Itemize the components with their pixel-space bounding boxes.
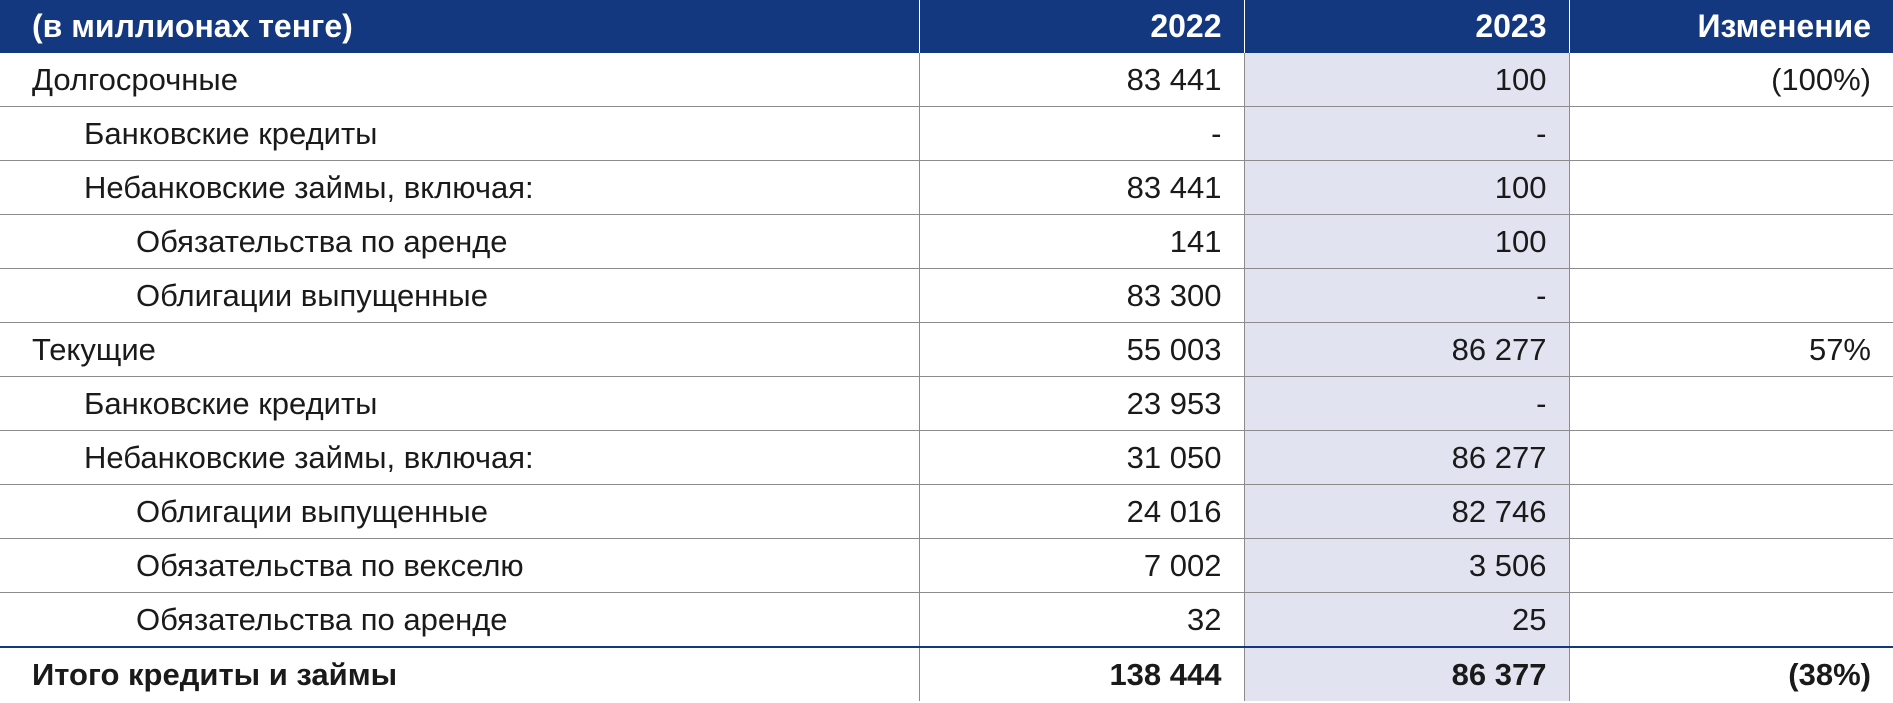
table-row: Облигации выпущенные 83 300 - <box>0 268 1893 323</box>
cell-change <box>1569 430 1893 485</box>
total-label: Итого кредиты и займы <box>0 646 920 701</box>
cell-change <box>1569 214 1893 269</box>
row-label: Долгосрочные <box>0 53 920 107</box>
cell-2023: 82 746 <box>1244 484 1570 539</box>
cell-change <box>1569 268 1893 323</box>
table-row: Облигации выпущенные 24 016 82 746 <box>0 484 1893 539</box>
cell-change <box>1569 538 1893 593</box>
table-row: Обязательства по векселю 7 002 3 506 <box>0 538 1893 593</box>
cell-2022: 83 441 <box>919 160 1245 215</box>
table-row: Небанковские займы, включая: 83 441 100 <box>0 160 1893 215</box>
cell-change <box>1569 376 1893 431</box>
cell-2022: 7 002 <box>919 538 1245 593</box>
total-2023: 86 377 <box>1244 646 1570 701</box>
header-row: (в миллионах тенге) 2022 2023 Изменение <box>0 0 1893 53</box>
cell-2023: - <box>1244 376 1570 431</box>
table-row: Небанковские займы, включая: 31 050 86 2… <box>0 430 1893 485</box>
cell-2022: 24 016 <box>919 484 1245 539</box>
cell-2022: 83 441 <box>919 53 1245 107</box>
cell-2022: 141 <box>919 214 1245 269</box>
table-row: Обязательства по аренде 141 100 <box>0 214 1893 269</box>
row-label: Обязательства по аренде <box>0 214 920 269</box>
header-change: Изменение <box>1569 0 1893 53</box>
cell-2023: - <box>1244 106 1570 161</box>
cell-change: 57% <box>1569 322 1893 377</box>
total-2022: 138 444 <box>919 646 1245 701</box>
cell-2023: 86 277 <box>1244 322 1570 377</box>
row-label: Небанковские займы, включая: <box>0 430 920 485</box>
cell-2022: 31 050 <box>919 430 1245 485</box>
row-label: Облигации выпущенные <box>0 268 920 323</box>
row-label: Банковские кредиты <box>0 376 920 431</box>
cell-2022: 83 300 <box>919 268 1245 323</box>
cell-change: (100%) <box>1569 53 1893 107</box>
cell-change <box>1569 484 1893 539</box>
cell-2023: 100 <box>1244 214 1570 269</box>
row-label: Обязательства по векселю <box>0 538 920 593</box>
cell-2023: 86 277 <box>1244 430 1570 485</box>
cell-2022: 23 953 <box>919 376 1245 431</box>
cell-change <box>1569 106 1893 161</box>
cell-2023: 3 506 <box>1244 538 1570 593</box>
cell-2022: 55 003 <box>919 322 1245 377</box>
cell-2023: 100 <box>1244 160 1570 215</box>
cell-2023: - <box>1244 268 1570 323</box>
cell-change <box>1569 592 1893 648</box>
table-row: Банковские кредиты 23 953 - <box>0 376 1893 431</box>
total-row: Итого кредиты и займы 138 444 86 377 (38… <box>0 646 1893 701</box>
cell-2023: 25 <box>1244 592 1570 648</box>
row-label: Небанковские займы, включая: <box>0 160 920 215</box>
header-2023: 2023 <box>1244 0 1570 53</box>
row-label: Текущие <box>0 322 920 377</box>
row-label: Банковские кредиты <box>0 106 920 161</box>
cell-2023: 100 <box>1244 53 1570 107</box>
row-label: Облигации выпущенные <box>0 484 920 539</box>
table-row: Банковские кредиты - - <box>0 106 1893 161</box>
cell-2022: - <box>919 106 1245 161</box>
row-label: Обязательства по аренде <box>0 592 920 648</box>
table-row: Обязательства по аренде 32 25 <box>0 592 1893 648</box>
header-units-label: (в миллионах тенге) <box>0 0 920 53</box>
table-row: Текущие 55 003 86 277 57% <box>0 322 1893 377</box>
table-row: Долгосрочные 83 441 100 (100%) <box>0 53 1893 107</box>
total-change: (38%) <box>1569 646 1893 701</box>
cell-change <box>1569 160 1893 215</box>
cell-2022: 32 <box>919 592 1245 648</box>
header-2022: 2022 <box>919 0 1245 53</box>
